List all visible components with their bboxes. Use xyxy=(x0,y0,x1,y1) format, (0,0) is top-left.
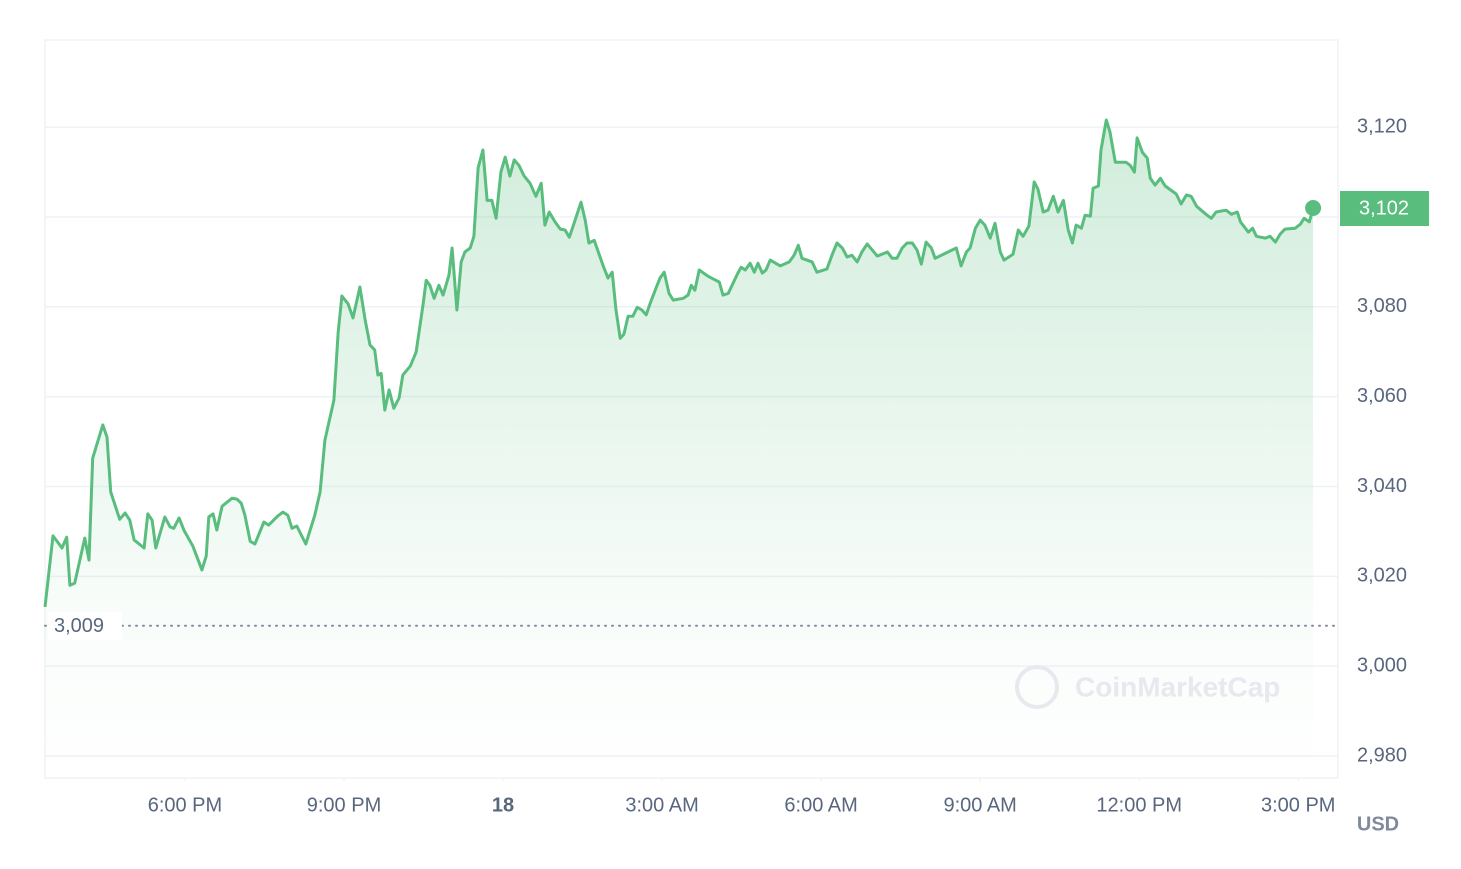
y-tick-label: 3,080 xyxy=(1357,295,1407,317)
current-price-badge xyxy=(1340,190,1429,226)
y-tick-label: 3,060 xyxy=(1357,385,1407,407)
x-tick-label: 18 xyxy=(492,794,514,816)
currency-label: USD xyxy=(1357,813,1399,835)
labels: CoinMarketCap USD 2,980 3,000 3,020 3,040 3,… xyxy=(48,115,1429,835)
reference-label-bg xyxy=(48,611,122,640)
current-price-label: 3,102 xyxy=(1359,197,1409,219)
y-tick-label: 3,000 xyxy=(1357,654,1407,676)
y-tick-label: 3,120 xyxy=(1357,115,1407,137)
x-tick-label: 3:00 PM xyxy=(1261,794,1335,816)
y-tick-label: 3,040 xyxy=(1357,475,1407,497)
watermark: CoinMarketCap xyxy=(1075,671,1280,702)
marks xyxy=(43,118,1339,778)
x-tick-label: 9:00 AM xyxy=(943,794,1016,816)
y-tick-label: 3,020 xyxy=(1357,565,1407,587)
area xyxy=(45,120,1314,778)
watermark-logo xyxy=(1015,665,1059,709)
last-point xyxy=(1305,199,1322,216)
x-tick-label: 3:00 AM xyxy=(625,794,698,816)
x-tick-label: 6:00 PM xyxy=(148,794,222,816)
x-tick-label: 12:00 PM xyxy=(1096,794,1182,816)
x-tick-label: 6:00 AM xyxy=(784,794,857,816)
reference-label: 3,009 xyxy=(54,615,104,637)
x-tick-label: 9:00 PM xyxy=(307,794,381,816)
price-line xyxy=(43,118,1315,608)
y-tick-label: 2,980 xyxy=(1357,744,1407,766)
